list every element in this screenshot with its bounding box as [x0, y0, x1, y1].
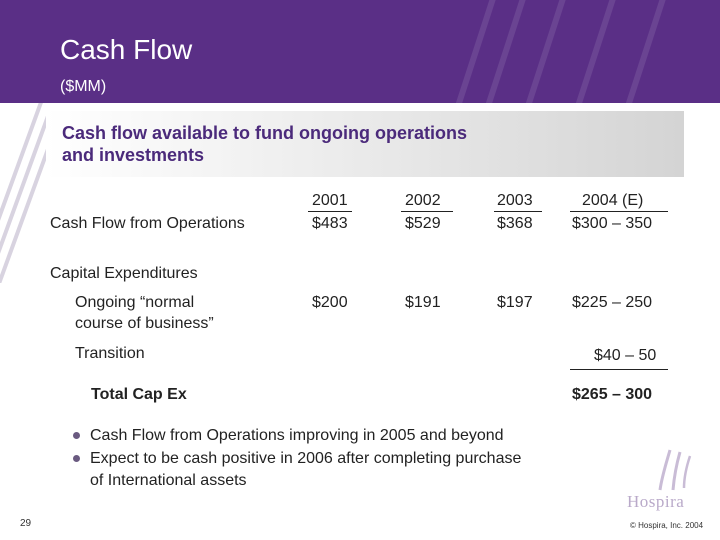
ongoing-value-2002: $191 [405, 294, 441, 311]
ongoing-value-2004e: $225 – 250 [572, 294, 653, 311]
year-header-2004e: 2004 (E) [582, 192, 644, 209]
total-capex-value-2004e: $265 – 300 [572, 386, 653, 403]
cfo-label: Cash Flow from Operations [50, 215, 245, 232]
banner: Cash flow available to fund ongoing oper… [46, 111, 684, 177]
year-header-2001: 2001 [312, 192, 348, 209]
bullet-1: Cash Flow from Operations improving in 2… [90, 427, 504, 444]
page-number: 29 [20, 518, 32, 529]
total-capex-label: Total Cap Ex [91, 386, 187, 403]
ongoing-label-line1: Ongoing “normal [75, 294, 195, 311]
hospira-logo-icon [658, 449, 692, 491]
header-underline [401, 211, 453, 212]
transition-label: Transition [75, 345, 145, 362]
cfo-value-2003: $368 [497, 215, 533, 232]
bullet-dot [73, 455, 80, 462]
slide-subtitle: ($MM) [60, 78, 107, 95]
cfo-value-2001: $483 [312, 215, 348, 232]
title-bar: Cash Flow ($MM) [0, 0, 720, 103]
header-underline [494, 211, 542, 212]
slide-title: Cash Flow [60, 34, 193, 65]
transition-value-2004e: $40 – 50 [594, 347, 657, 364]
capex-label: Capital Expenditures [50, 265, 198, 282]
ongoing-value-2001: $200 [312, 294, 348, 311]
year-header-2002: 2002 [405, 192, 441, 209]
header-underline [308, 211, 352, 212]
ongoing-value-2003: $197 [497, 294, 533, 311]
logo-wordmark: Hospira [627, 492, 685, 511]
bullet-dot [73, 432, 80, 439]
copyright: © Hospira, Inc. 2004 [630, 521, 704, 530]
banner-heading: Cash flow available to fund ongoing oper… [62, 123, 468, 165]
cfo-value-2004e: $300 – 350 [572, 215, 653, 232]
decorative-lines [0, 103, 46, 283]
bullet-2: Expect to be cash positive in 2006 after… [90, 450, 522, 489]
header-underline [570, 211, 668, 212]
cfo-value-2002: $529 [405, 215, 441, 232]
year-header-2003: 2003 [497, 192, 533, 209]
total-rule [570, 369, 668, 370]
ongoing-label-line2: course of business” [75, 315, 214, 332]
